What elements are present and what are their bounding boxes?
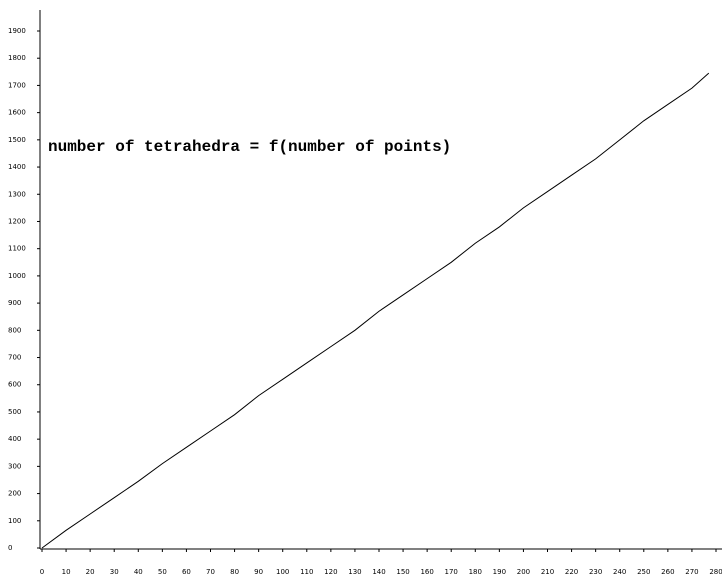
y-tick-label: 400 — [8, 435, 21, 443]
x-tick-label: 110 — [300, 568, 313, 576]
y-tick-label: 1800 — [8, 54, 26, 62]
y-tick-label: 1900 — [8, 27, 26, 35]
y-tick-label: 0 — [8, 544, 12, 552]
x-tick-label: 20 — [86, 568, 95, 576]
x-tick-label: 30 — [110, 568, 119, 576]
data-line — [41, 72, 710, 549]
x-tick-label: 260 — [661, 568, 674, 576]
y-tick-label: 1700 — [8, 81, 26, 89]
y-tick-label: 700 — [8, 354, 21, 362]
x-tick-label: 60 — [182, 568, 191, 576]
x-tick-label: 230 — [589, 568, 602, 576]
x-tick-label: 250 — [637, 568, 650, 576]
x-tick-label: 80 — [230, 568, 239, 576]
y-tick-label: 1600 — [8, 109, 26, 117]
y-tick-label: 600 — [8, 381, 21, 389]
x-tick-label: 40 — [134, 568, 143, 576]
y-tick-label: 1100 — [8, 245, 26, 253]
y-tick-label: 1500 — [8, 136, 26, 144]
y-tick-label: 1200 — [8, 217, 26, 225]
x-tick-label: 150 — [396, 568, 409, 576]
x-tick-label: 200 — [517, 568, 530, 576]
y-tick-label: 300 — [8, 462, 21, 470]
x-tick-label: 70 — [206, 568, 215, 576]
x-tick-label: 10 — [62, 568, 71, 576]
x-tick-label: 190 — [493, 568, 506, 576]
x-tick-label: 180 — [469, 568, 482, 576]
x-tick-label: 240 — [613, 568, 626, 576]
x-tick-label: 270 — [685, 568, 698, 576]
x-tick-label: 100 — [276, 568, 289, 576]
y-tick-label: 1400 — [8, 163, 26, 171]
y-tick-label: 100 — [8, 517, 21, 525]
y-tick-label: 900 — [8, 299, 21, 307]
x-tick-label: 280 — [709, 568, 722, 576]
x-tick-label: 210 — [541, 568, 554, 576]
x-tick-label: 90 — [254, 568, 263, 576]
chart-title: number of tetrahedra = f(number of point… — [48, 138, 451, 156]
y-tick-label: 1300 — [8, 190, 26, 198]
x-tick-label: 120 — [324, 568, 337, 576]
x-tick-label: 160 — [420, 568, 433, 576]
y-tick-label: 1000 — [8, 272, 26, 280]
y-tick-label: 800 — [8, 326, 21, 334]
y-tick-label: 500 — [8, 408, 21, 416]
x-tick-label: 0 — [40, 568, 44, 576]
x-tick-label: 130 — [348, 568, 361, 576]
x-tick-label: 170 — [445, 568, 458, 576]
y-tick-label: 200 — [8, 490, 21, 498]
x-tick-label: 140 — [372, 568, 385, 576]
x-tick-label: 220 — [565, 568, 578, 576]
x-tick-label: 50 — [158, 568, 167, 576]
